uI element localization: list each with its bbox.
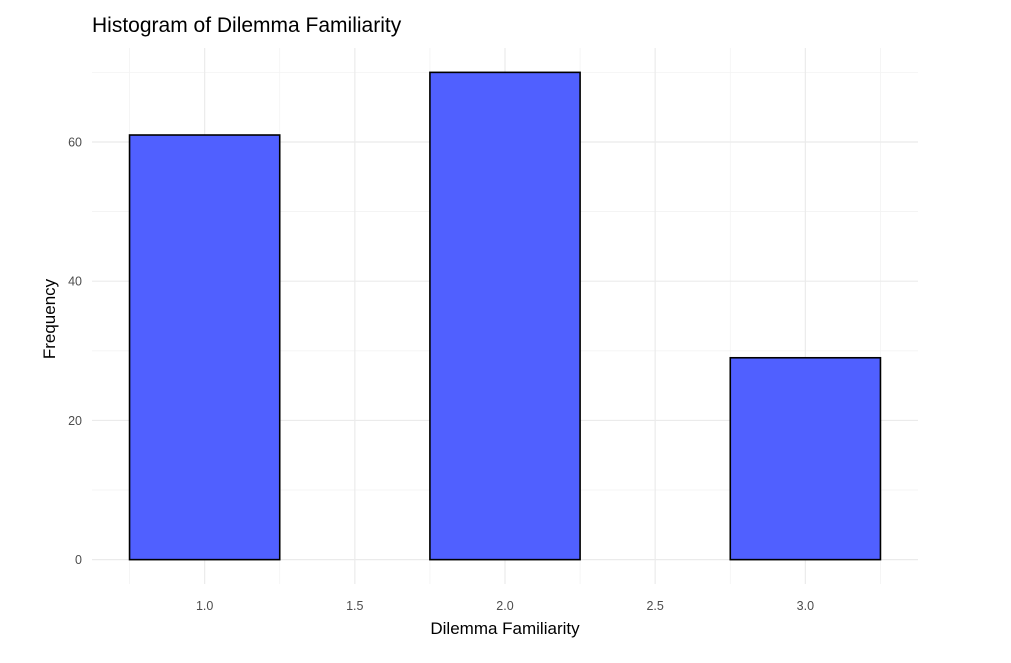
y-axis-title: Frequency: [40, 278, 59, 359]
y-tick-label: 40: [68, 275, 82, 289]
histogram-bar: [128, 134, 281, 561]
histogram-bar: [729, 356, 882, 561]
x-tick-label: 2.0: [496, 599, 513, 613]
x-tick-label: 3.0: [797, 599, 814, 613]
x-axis-ticks: 1.0 1.5 2.0 2.5 3.0: [196, 599, 814, 613]
y-axis-ticks: 0 20 40 60: [68, 135, 82, 567]
x-tick-label: 2.5: [646, 599, 663, 613]
y-tick-label: 0: [75, 553, 82, 567]
x-tick-label: 1.0: [196, 599, 213, 613]
histogram-bar: [429, 71, 581, 561]
x-axis-title: Dilemma Familiarity: [430, 619, 580, 638]
bars: [128, 71, 882, 561]
y-tick-label: 60: [68, 135, 82, 149]
chart-title: Histogram of Dilemma Familiarity: [92, 14, 402, 37]
x-tick-label: 1.5: [346, 599, 363, 613]
y-tick-label: 20: [68, 414, 82, 428]
